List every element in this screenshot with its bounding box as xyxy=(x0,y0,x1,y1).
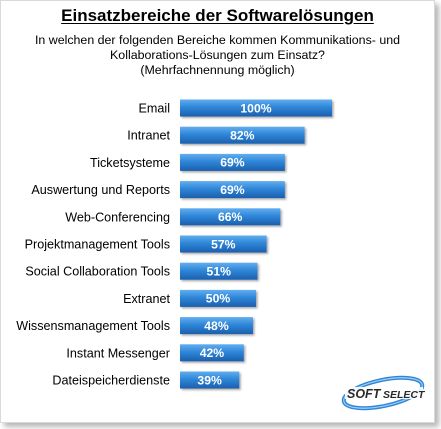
chart-title: Einsatzbereiche der Softwarelösungen xyxy=(61,6,374,25)
bar xyxy=(180,235,267,253)
bar xyxy=(180,181,285,199)
category-label: Web-Conferencing xyxy=(65,210,170,224)
logo-text-soft: SOFT xyxy=(347,387,382,401)
chart-subtitle-line-1: In welchen der folgenden Bereiche kommen… xyxy=(34,33,401,47)
category-label: Dateispeicherdienste xyxy=(52,374,170,388)
value-label: 82% xyxy=(230,129,255,143)
category-label: Wissensmanagement Tools xyxy=(16,319,170,333)
bar xyxy=(180,289,256,307)
bar xyxy=(180,153,285,171)
value-label: 48% xyxy=(204,319,229,333)
category-label: Email xyxy=(139,102,171,116)
bar xyxy=(180,344,244,362)
logo-text-select: SELECT xyxy=(383,389,426,401)
bar xyxy=(180,262,258,280)
value-label: 57% xyxy=(211,237,236,251)
category-label: Social Collaboration Tools xyxy=(25,265,170,279)
category-label: Instant Messenger xyxy=(66,346,170,360)
chart-subtitle-line-3: (Mehrfachnennung möglich) xyxy=(140,63,295,77)
category-label: Extranet xyxy=(123,292,170,306)
category-label: Projektmanagement Tools xyxy=(25,238,170,252)
category-label: Intranet xyxy=(127,129,170,143)
value-label: 69% xyxy=(220,156,245,170)
bar-chart: Email 100% Intranet 82% Ticketsysteme 69% Ausw… xyxy=(16,99,332,389)
value-label: 39% xyxy=(197,373,222,387)
softselect-logo: SOFT SELECT xyxy=(341,375,426,411)
value-label: 50% xyxy=(206,292,231,306)
value-label: 100% xyxy=(240,101,271,115)
bar xyxy=(180,126,305,144)
bars-layer: Email 100% Intranet 82% Ticketsysteme 69% Ausw… xyxy=(16,99,332,389)
bar xyxy=(180,99,332,117)
chart-frame: Einsatzbereiche der Softwarelösungen In … xyxy=(0,0,435,423)
bar xyxy=(180,317,253,335)
chart-subtitle-line-2: Kollaborations-Lösungen zum Einsatz? xyxy=(110,48,325,62)
category-label: Ticketsysteme xyxy=(90,156,170,170)
value-label: 42% xyxy=(200,346,225,360)
value-label: 69% xyxy=(220,183,245,197)
category-label: Auswertung und Reports xyxy=(31,183,170,197)
value-label: 66% xyxy=(218,210,243,224)
bar xyxy=(180,371,240,389)
value-label: 51% xyxy=(207,265,232,279)
bar xyxy=(180,208,281,226)
